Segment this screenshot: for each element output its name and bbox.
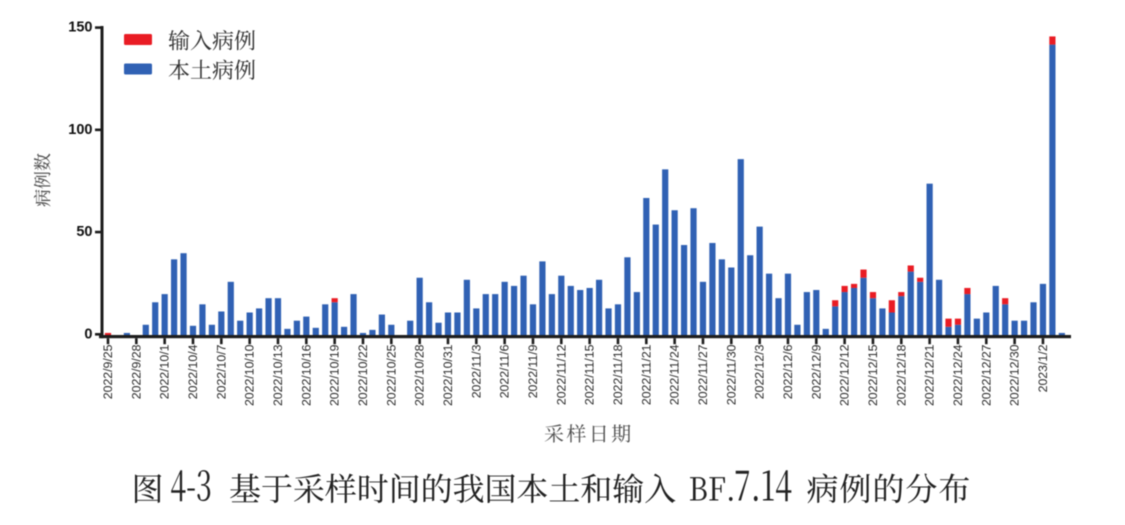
svg-text:2022/12/15: 2022/12/15 [866,344,880,406]
svg-text:2022/10/25: 2022/10/25 [384,344,398,406]
svg-text:2022/12/24: 2022/12/24 [951,344,965,406]
svg-text:2022/10/7: 2022/10/7 [214,344,228,399]
svg-text:100: 100 [68,122,92,138]
svg-text:2022/11/9: 2022/11/9 [526,344,540,398]
svg-text:2022/12/3: 2022/12/3 [753,344,767,399]
svg-text:2022/12/6: 2022/12/6 [781,344,795,399]
svg-text:2022/11/30: 2022/11/30 [724,344,738,405]
svg-text:2022/10/16: 2022/10/16 [299,344,313,406]
svg-text:2022/11/24: 2022/11/24 [668,344,682,405]
svg-text:0: 0 [84,326,92,342]
svg-text:2022/10/28: 2022/10/28 [413,344,427,406]
svg-text:2022/10/10: 2022/10/10 [243,344,257,406]
svg-text:2022/12/21: 2022/12/21 [923,344,937,406]
svg-text:2022/10/4: 2022/10/4 [186,344,200,399]
svg-text:2022/9/28: 2022/9/28 [129,344,143,399]
svg-text:2022/11/6: 2022/11/6 [498,344,512,398]
svg-text:2022/11/27: 2022/11/27 [696,344,710,405]
svg-text:2022/11/12: 2022/11/12 [554,344,568,405]
svg-text:2022/11/15: 2022/11/15 [583,344,597,405]
svg-text:2022/10/1: 2022/10/1 [158,344,172,399]
svg-text:2022/11/3: 2022/11/3 [469,344,483,398]
svg-text:2022/12/12: 2022/12/12 [838,344,852,406]
svg-text:2022/10/19: 2022/10/19 [328,344,342,406]
svg-text:150: 150 [68,20,92,36]
svg-text:2022/10/22: 2022/10/22 [356,344,370,406]
svg-text:2022/12/30: 2022/12/30 [1008,344,1022,406]
svg-text:2022/10/13: 2022/10/13 [271,344,285,406]
svg-text:2023/1/2: 2023/1/2 [1036,344,1050,392]
svg-text:2022/11/21: 2022/11/21 [639,344,653,405]
svg-text:50: 50 [76,224,92,240]
svg-text:2022/10/31: 2022/10/31 [441,344,455,406]
svg-text:2022/9/25: 2022/9/25 [101,344,115,399]
svg-text:2022/12/9: 2022/12/9 [809,344,823,399]
svg-text:2022/12/27: 2022/12/27 [979,344,993,406]
svg-text:2022/12/18: 2022/12/18 [894,344,908,406]
svg-text:2022/11/18: 2022/11/18 [611,344,625,405]
